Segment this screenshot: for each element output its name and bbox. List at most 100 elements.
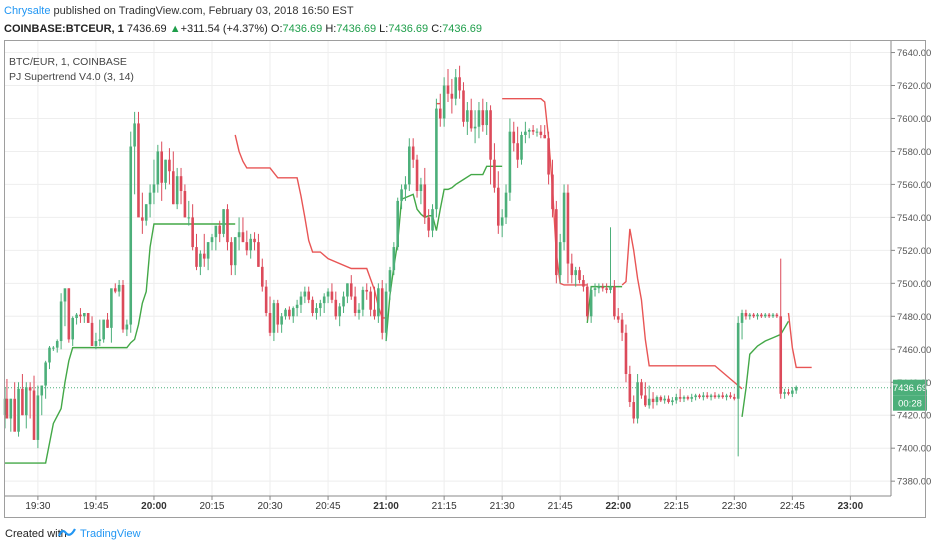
plot-area	[5, 41, 891, 496]
x-tick-label: 22:30	[722, 501, 747, 512]
candle-body	[330, 291, 334, 300]
supertrend-down-line	[502, 97, 588, 286]
candle-body	[106, 319, 109, 328]
candle-body	[489, 110, 492, 160]
candle-body	[578, 270, 581, 281]
candle-body	[771, 314, 775, 317]
candle-body	[636, 382, 639, 419]
candle-body	[272, 303, 276, 333]
x-tick-label: 23:00	[838, 501, 864, 512]
x-tick-label: 21:15	[432, 501, 457, 512]
y-tick-label: 7540.00	[897, 213, 931, 224]
candle-body	[481, 110, 485, 126]
candle-body	[44, 362, 47, 386]
author-link[interactable]: Chrysalte	[4, 5, 51, 17]
candle-body	[187, 217, 191, 219]
candle-body	[535, 131, 539, 133]
tradingview-logo-icon[interactable]	[58, 526, 76, 540]
candle-body	[326, 291, 330, 297]
open-value: 7436.69	[282, 23, 323, 35]
candle-body	[315, 308, 318, 314]
tradingview-brand[interactable]: TradingView	[80, 528, 141, 540]
candle-body	[531, 130, 535, 132]
candle-body	[175, 176, 179, 205]
candle-body	[32, 390, 36, 440]
candle-body	[512, 131, 516, 144]
candle-body	[388, 270, 392, 292]
legend-indicator[interactable]: PJ Supertrend V4.0 (3, 14)	[9, 71, 134, 83]
candle-body	[396, 200, 400, 248]
candle-body	[369, 291, 372, 310]
candle-body	[477, 110, 481, 127]
candle-body	[721, 395, 724, 398]
y-tick-label: 7480.00	[897, 312, 931, 323]
candle-body	[435, 108, 438, 210]
candle-body	[740, 313, 744, 323]
candle-body	[311, 299, 314, 314]
candle-body	[52, 347, 55, 349]
candle-body	[260, 266, 264, 287]
candle-body	[547, 138, 550, 175]
candle-body	[357, 309, 361, 314]
candle-body	[431, 209, 434, 231]
candle-body	[678, 397, 682, 399]
candle-body	[458, 77, 461, 91]
candle-body	[222, 209, 225, 234]
x-tick-label: 20:00	[141, 501, 167, 512]
candle-body	[733, 397, 736, 399]
candle-body	[597, 286, 601, 289]
last-price-tag	[893, 379, 927, 396]
candle-body	[787, 392, 790, 394]
candle-body	[543, 134, 547, 139]
change-arrow-icon: ▲	[169, 23, 181, 35]
y-tick-label: 7560.00	[897, 180, 931, 191]
candle-body	[48, 347, 51, 363]
candle-body	[620, 319, 624, 333]
y-tick-label: 7420.00	[897, 411, 931, 422]
candle-body	[647, 398, 651, 406]
candle-body	[690, 397, 694, 399]
candle-body	[384, 291, 388, 333]
candle-body	[427, 217, 430, 231]
candle-body	[744, 313, 748, 317]
candle-body	[496, 187, 500, 226]
candle-body	[794, 387, 798, 391]
candle-body	[516, 143, 519, 160]
candle-body	[674, 397, 678, 401]
candle-body	[655, 397, 659, 403]
y-tick-label: 7460.00	[897, 345, 931, 356]
supertrend-up-line	[5, 223, 236, 464]
candle-body	[373, 309, 376, 317]
candle-body	[682, 397, 686, 399]
candle-body	[3, 398, 7, 416]
candle-body	[469, 110, 473, 129]
candle-body	[624, 332, 628, 375]
candle-body	[214, 225, 218, 238]
candle-body	[21, 388, 24, 416]
x-tick-label: 21:45	[548, 501, 573, 512]
candle-body	[156, 151, 160, 185]
x-tick-label: 20:15	[199, 501, 224, 512]
candle-body	[206, 242, 210, 259]
candle-body	[121, 284, 125, 330]
candle-body	[264, 286, 268, 314]
candle-body	[117, 284, 121, 292]
candle-body	[466, 110, 469, 122]
candle-body	[555, 209, 558, 276]
x-tick-label: 22:45	[780, 501, 805, 512]
candle-body	[419, 184, 423, 192]
candle-body	[671, 400, 674, 403]
candle-body	[129, 146, 133, 325]
candle-body	[582, 280, 585, 287]
candle-body	[67, 288, 71, 340]
x-tick-label: 22:15	[664, 501, 689, 512]
candle-body	[663, 398, 666, 401]
candle-body	[280, 316, 283, 325]
candle-body	[504, 192, 508, 218]
change-value: +311.54 (+4.37%)	[180, 23, 268, 35]
candle-body	[210, 237, 214, 243]
candle-body	[702, 395, 705, 398]
candle-body	[284, 309, 287, 317]
candle-body	[361, 289, 365, 310]
